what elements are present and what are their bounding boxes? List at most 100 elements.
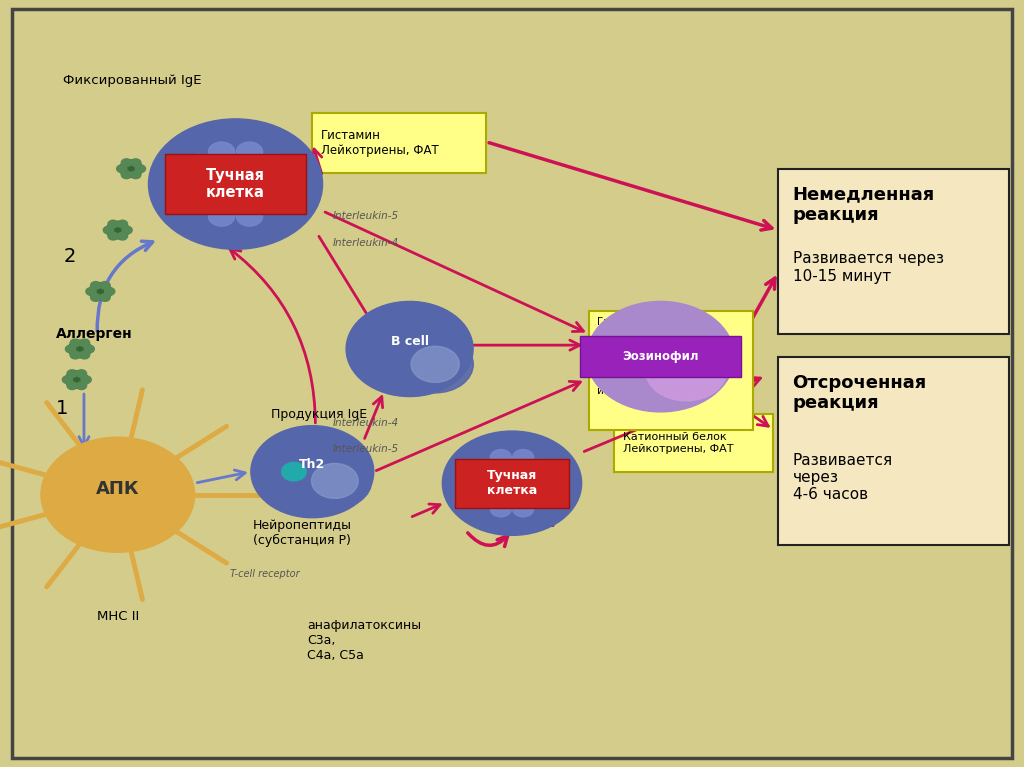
Circle shape bbox=[100, 294, 111, 301]
Circle shape bbox=[81, 376, 91, 384]
Circle shape bbox=[118, 232, 128, 240]
Circle shape bbox=[472, 459, 494, 475]
Circle shape bbox=[267, 174, 294, 194]
Text: АПК: АПК bbox=[96, 480, 139, 498]
Text: Interleukin-5: Interleukin-5 bbox=[333, 443, 399, 454]
Circle shape bbox=[108, 220, 118, 228]
Text: Тучная
клетка: Тучная клетка bbox=[486, 469, 538, 497]
Circle shape bbox=[67, 382, 77, 390]
Circle shape bbox=[411, 346, 460, 383]
Polygon shape bbox=[87, 283, 114, 300]
Text: Гистамин
Лейкотриены
Цитокины
Фактор
хемотаксиса
эозинофилов
и нейтрофилов: Гистамин Лейкотриены Цитокины Фактор хем… bbox=[597, 317, 681, 397]
FancyBboxPatch shape bbox=[614, 414, 773, 472]
Circle shape bbox=[530, 492, 552, 507]
FancyBboxPatch shape bbox=[589, 311, 753, 430]
Circle shape bbox=[185, 194, 212, 214]
Circle shape bbox=[80, 351, 90, 359]
Circle shape bbox=[41, 437, 195, 552]
Circle shape bbox=[311, 463, 358, 499]
Text: анафилатоксины
С3а,
С4а, С5а: анафилатоксины С3а, С4а, С5а bbox=[307, 619, 421, 662]
Circle shape bbox=[513, 449, 534, 466]
Text: 1: 1 bbox=[56, 399, 69, 417]
Text: Развивается
через
4-6 часов: Развивается через 4-6 часов bbox=[793, 453, 893, 502]
Text: Отсроченная
реакция: Отсроченная реакция bbox=[793, 374, 927, 413]
Text: Interleukin-4: Interleukin-4 bbox=[333, 418, 399, 429]
Circle shape bbox=[209, 142, 234, 162]
Circle shape bbox=[100, 281, 111, 289]
Circle shape bbox=[135, 165, 145, 173]
Circle shape bbox=[209, 206, 234, 226]
Circle shape bbox=[104, 288, 115, 295]
Circle shape bbox=[237, 206, 262, 226]
Polygon shape bbox=[104, 222, 131, 239]
Circle shape bbox=[530, 459, 552, 475]
Circle shape bbox=[84, 345, 94, 353]
FancyBboxPatch shape bbox=[455, 459, 569, 508]
Circle shape bbox=[282, 463, 306, 481]
Circle shape bbox=[131, 171, 141, 179]
Text: МНС II: МНС II bbox=[97, 610, 139, 623]
Circle shape bbox=[90, 294, 100, 301]
FancyBboxPatch shape bbox=[580, 337, 741, 377]
Text: 2: 2 bbox=[63, 248, 76, 266]
Text: Interleukin-5: Interleukin-5 bbox=[333, 211, 399, 222]
Circle shape bbox=[442, 431, 582, 535]
Circle shape bbox=[121, 159, 131, 166]
Circle shape bbox=[70, 351, 80, 359]
Circle shape bbox=[70, 339, 80, 347]
Circle shape bbox=[465, 476, 486, 491]
Text: Нейропептиды
(субстанция Р): Нейропептиды (субстанция Р) bbox=[253, 519, 352, 547]
Circle shape bbox=[86, 288, 96, 295]
Text: Аллерген: Аллерген bbox=[56, 327, 133, 341]
Circle shape bbox=[237, 142, 262, 162]
FancyBboxPatch shape bbox=[778, 169, 1009, 334]
Circle shape bbox=[513, 501, 534, 517]
Circle shape bbox=[80, 339, 90, 347]
Circle shape bbox=[77, 370, 87, 377]
Text: Продукция IgE: Продукция IgE bbox=[271, 408, 368, 420]
Text: Катионный белок
Лейкотриены, ФАТ: Катионный белок Лейкотриены, ФАТ bbox=[623, 432, 733, 454]
Circle shape bbox=[77, 382, 87, 390]
Text: T-cell receptor: T-cell receptor bbox=[230, 568, 300, 579]
FancyBboxPatch shape bbox=[165, 154, 306, 214]
Circle shape bbox=[645, 340, 727, 401]
Circle shape bbox=[131, 159, 141, 166]
Circle shape bbox=[397, 336, 473, 393]
Text: Фиксированный IgE: Фиксированный IgE bbox=[63, 74, 202, 87]
FancyBboxPatch shape bbox=[312, 113, 486, 173]
Circle shape bbox=[103, 226, 114, 234]
Polygon shape bbox=[63, 371, 90, 388]
Text: Тучная
клетка: Тучная клетка bbox=[206, 168, 265, 200]
Polygon shape bbox=[118, 160, 144, 177]
FancyBboxPatch shape bbox=[12, 9, 1012, 758]
Text: B cell: B cell bbox=[390, 335, 429, 348]
Circle shape bbox=[259, 194, 286, 214]
Circle shape bbox=[122, 226, 132, 234]
Circle shape bbox=[117, 165, 127, 173]
Circle shape bbox=[177, 174, 204, 194]
Text: Развивается через
10-15 минут: Развивается через 10-15 минут bbox=[793, 252, 943, 284]
Circle shape bbox=[66, 345, 76, 353]
Circle shape bbox=[121, 171, 131, 179]
Text: Interleukin-4: Interleukin-4 bbox=[333, 238, 399, 249]
Circle shape bbox=[538, 476, 559, 491]
Circle shape bbox=[346, 301, 473, 397]
Circle shape bbox=[587, 301, 734, 412]
Circle shape bbox=[108, 232, 118, 240]
Circle shape bbox=[118, 220, 128, 228]
FancyBboxPatch shape bbox=[778, 357, 1009, 545]
Circle shape bbox=[185, 154, 212, 174]
Circle shape bbox=[259, 154, 286, 174]
Text: Th2: Th2 bbox=[299, 459, 326, 471]
Circle shape bbox=[62, 376, 73, 384]
Circle shape bbox=[148, 119, 323, 249]
Circle shape bbox=[298, 453, 372, 509]
Circle shape bbox=[251, 426, 374, 518]
Circle shape bbox=[490, 501, 511, 517]
Text: Эозинофил: Эозинофил bbox=[623, 351, 698, 363]
Circle shape bbox=[67, 370, 77, 377]
Polygon shape bbox=[67, 341, 93, 357]
Circle shape bbox=[490, 449, 511, 466]
Circle shape bbox=[472, 492, 494, 507]
Text: Гистамин
Лейкотриены, ФАТ: Гистамин Лейкотриены, ФАТ bbox=[321, 129, 438, 156]
